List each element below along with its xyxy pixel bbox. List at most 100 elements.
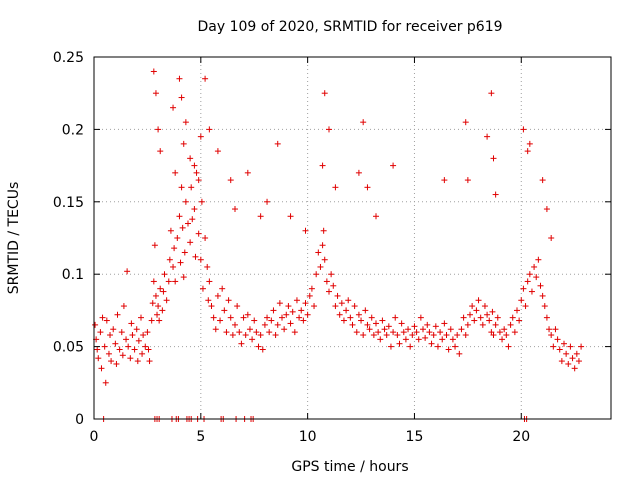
x-tick-label: 10	[299, 429, 317, 445]
data-point	[110, 326, 117, 333]
data-point	[520, 126, 527, 133]
data-point	[332, 184, 339, 191]
data-point	[214, 292, 221, 299]
data-point	[264, 314, 271, 321]
data-point	[112, 340, 119, 347]
data-point	[405, 326, 412, 333]
data-point	[283, 311, 290, 318]
data-point	[227, 314, 234, 321]
data-point	[246, 326, 253, 333]
data-point	[347, 314, 354, 321]
data-point	[302, 227, 309, 234]
data-point	[430, 332, 437, 339]
data-point	[543, 206, 550, 213]
data-point	[242, 332, 249, 339]
data-point	[471, 317, 478, 324]
data-point	[454, 332, 461, 339]
y-tick-label: 0.15	[53, 195, 84, 211]
data-point	[113, 360, 120, 367]
data-point	[182, 119, 189, 126]
data-point	[176, 75, 183, 82]
data-point	[573, 350, 580, 357]
data-point	[234, 303, 241, 310]
data-point	[496, 329, 503, 336]
data-point	[257, 332, 264, 339]
data-point	[317, 263, 324, 270]
data-point	[441, 177, 448, 184]
data-point	[232, 206, 238, 213]
data-point	[351, 303, 358, 310]
data-point	[511, 329, 518, 336]
data-point	[321, 90, 328, 97]
data-point	[178, 184, 185, 191]
data-point	[177, 259, 184, 266]
data-point	[287, 320, 294, 327]
data-point	[251, 317, 258, 324]
y-tick-label: 0.25	[53, 50, 84, 66]
data-point	[492, 191, 499, 198]
data-point	[210, 314, 217, 321]
data-point	[187, 239, 194, 246]
data-point	[219, 285, 226, 292]
data-point	[464, 177, 471, 184]
data-point	[116, 346, 123, 353]
data-point	[298, 307, 305, 314]
data-point	[206, 126, 213, 133]
data-point	[552, 326, 559, 333]
data-point	[355, 311, 362, 318]
data-point	[326, 288, 332, 295]
data-point	[481, 303, 488, 310]
data-point	[127, 355, 134, 362]
data-point	[550, 343, 557, 350]
data-point	[138, 314, 144, 321]
data-point	[313, 271, 320, 278]
data-point	[181, 249, 188, 256]
data-point	[563, 350, 570, 357]
data-points	[92, 68, 585, 422]
data-point	[221, 307, 228, 314]
data-point	[366, 326, 373, 333]
data-point	[145, 346, 152, 353]
data-point	[206, 278, 213, 285]
data-point	[548, 332, 555, 339]
data-point	[319, 162, 326, 169]
data-point	[535, 256, 542, 263]
x-tick-labels: 0 5 10 15 20	[90, 429, 531, 445]
data-point	[274, 140, 281, 147]
data-point	[484, 133, 491, 140]
data-point	[185, 220, 191, 227]
data-point	[105, 350, 112, 357]
y-tick-label: 0	[75, 412, 84, 428]
data-point	[520, 285, 527, 292]
data-point	[561, 340, 567, 347]
data-point	[456, 350, 463, 357]
data-point	[95, 355, 102, 362]
data-point	[447, 326, 454, 333]
data-point	[362, 307, 369, 314]
data-point	[195, 230, 202, 237]
data-point	[364, 184, 371, 191]
data-point	[390, 329, 397, 336]
data-point	[304, 311, 311, 318]
data-point	[257, 213, 264, 220]
chart-title: Day 109 of 2020, SRMTID for receiver p61…	[197, 19, 502, 35]
data-point	[514, 307, 520, 314]
data-point	[311, 303, 318, 310]
data-point	[99, 314, 106, 321]
data-point	[134, 358, 141, 365]
data-point	[394, 332, 401, 339]
data-point	[223, 329, 230, 336]
data-point	[326, 126, 332, 133]
data-point	[571, 365, 578, 372]
data-point	[439, 336, 446, 343]
data-point	[101, 343, 108, 350]
data-point	[128, 320, 135, 327]
data-point	[293, 297, 300, 304]
data-point	[180, 140, 187, 147]
data-point	[212, 326, 219, 333]
data-point	[330, 282, 337, 289]
data-point	[135, 337, 142, 344]
data-point	[565, 360, 572, 367]
data-point	[434, 343, 441, 350]
